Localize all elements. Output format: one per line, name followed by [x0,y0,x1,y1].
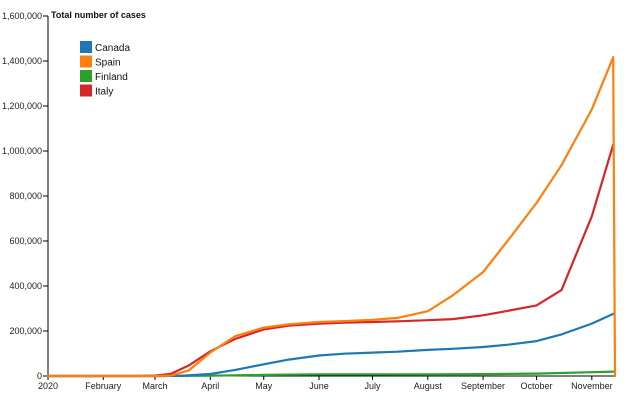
y-tick-label: 0 [37,371,42,381]
chart-title: Total number of cases [51,10,146,20]
x-tick-label: August [414,381,443,391]
legend-label-italy: Italy [95,87,113,98]
y-tick-label: 800,000 [9,191,42,201]
x-tick-label: February [85,381,122,391]
x-tick-label: 2020 [38,381,58,391]
x-tick-label: September [461,381,505,391]
series-lines [46,56,617,378]
y-tick-label: 1,000,000 [2,146,42,156]
x-tick-label: November [571,381,613,391]
legend: Canada Spain Finland Italy [80,41,130,98]
y-axis: 0 200,000 400,000 600,000 800,000 1,000,000 1,… [2,11,49,381]
legend-label-finland: Finland [95,72,128,83]
series-line-canada [46,312,615,378]
y-tick-label: 1,600,000 [2,11,42,21]
x-tick-label: April [201,381,219,391]
y-tick-label: 1,200,000 [2,101,42,111]
x-tick-label: March [142,381,167,391]
series-line-spain [46,56,617,378]
legend-swatch-italy [80,84,92,97]
legend-label-canada: Canada [95,43,130,54]
legend-swatch-finland [80,70,92,82]
x-tick-label: June [309,381,329,391]
x-axis: 2020 February March April May June July August S… [38,375,615,391]
y-tick-label: 600,000 [9,236,42,246]
x-tick-label: May [255,381,273,391]
y-tick-label: 200,000 [9,326,42,336]
x-tick-label: October [521,381,553,391]
y-tick-label: 400,000 [9,281,42,291]
y-tick-label: 1,400,000 [2,56,42,66]
legend-swatch-spain [80,55,92,68]
legend-label-spain: Spain [95,58,121,69]
x-tick-label: July [365,381,382,391]
legend-swatch-canada [80,41,92,53]
series-line-italy [46,143,615,378]
